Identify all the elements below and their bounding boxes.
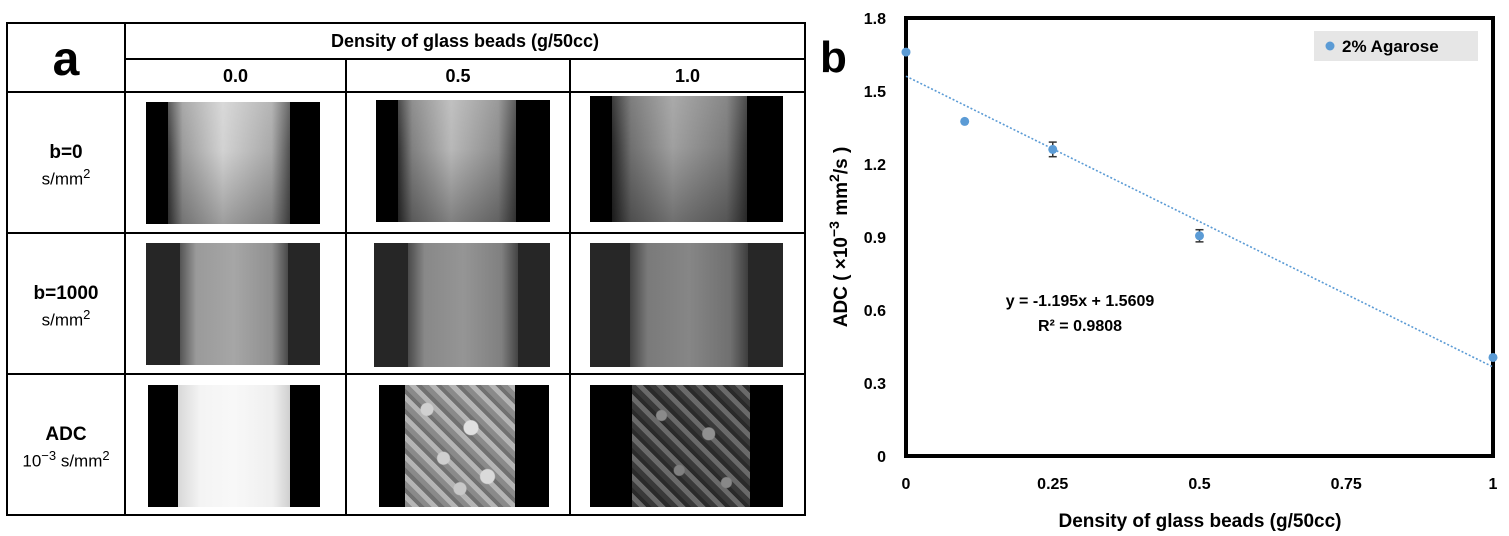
row-label-b0: b=0 s/mm2	[8, 142, 124, 190]
unit-text: s/mm	[56, 451, 103, 471]
y-tick-label: 0	[877, 449, 886, 466]
data-point	[901, 47, 911, 57]
row-label-b1000: b=1000 s/mm2	[8, 283, 124, 331]
row-label-main: ADC	[45, 424, 87, 445]
mri-image-adc-d10	[590, 385, 783, 507]
legend-marker	[1325, 41, 1335, 51]
trend-equation: y = -1.195x + 1.5609	[1006, 293, 1155, 310]
unit-text: s/mm	[41, 310, 84, 330]
trend-r-squared: R² = 0.9808	[1038, 318, 1122, 335]
mri-image-b0-d05	[376, 100, 550, 222]
y-tick-label: 0.6	[864, 303, 886, 320]
x-tick-label: 1	[1489, 476, 1498, 493]
mri-image-b0-d0	[146, 102, 320, 224]
legend-box	[1314, 31, 1478, 61]
unit-prefix: 10	[22, 451, 42, 471]
row-label-adc: ADC 10−3 s/mm2	[8, 424, 124, 472]
x-tick-label: 0.75	[1331, 476, 1362, 493]
y-axis-title-mid: mm	[831, 182, 852, 221]
grid-line-horizontal	[8, 232, 804, 234]
data-points	[901, 47, 1498, 362]
panel-a-letter: a	[52, 33, 80, 86]
x-tick-label: 0.5	[1188, 476, 1210, 493]
grid-line-vertical	[569, 59, 571, 514]
y-tick-label: 0.3	[864, 376, 886, 393]
data-point	[1195, 231, 1204, 241]
panel-b-letter: b	[820, 33, 847, 82]
data-point	[960, 116, 970, 126]
legend-label: 2% Agarose	[1342, 37, 1439, 56]
unit-sup: 2	[83, 307, 91, 322]
row-label-main: b=1000	[33, 283, 99, 304]
row-label-main: b=0	[49, 142, 83, 163]
y-tick-label: 1.2	[864, 157, 886, 174]
column-header: 1.0	[674, 66, 701, 86]
column-group-header: Density of glass beads (g/50cc)	[330, 31, 600, 51]
trendline	[905, 75, 1494, 368]
row-label-unit: 10−3 s/mm2	[8, 448, 124, 472]
x-tick-label: 0.25	[1037, 476, 1068, 493]
mri-image-b1000-d0	[146, 243, 320, 365]
y-tick-label: 1.8	[864, 11, 886, 28]
legend: 2% Agarose	[1314, 31, 1478, 61]
grid-line-horizontal	[8, 373, 804, 375]
row-label-unit: s/mm2	[8, 307, 124, 331]
y-axis-title-sup: 2	[826, 174, 842, 182]
mri-image-b1000-d05	[374, 243, 550, 367]
unit-sup: 2	[83, 166, 91, 181]
grid-line-vertical	[124, 24, 126, 514]
column-header: 0.0	[222, 66, 249, 86]
y-axis-title-suffix: /s )	[831, 147, 852, 174]
mri-image-adc-d0	[148, 385, 320, 507]
row-label-unit: s/mm2	[8, 166, 124, 190]
column-header: 0.5	[445, 66, 471, 86]
adc-scatter-chart: b 0 0.3 0.6 0.9 1.2 1.5 1.8 0 0.25 0.5 0.75 1 2% A…	[820, 11, 1498, 532]
trendline-path	[905, 75, 1494, 368]
data-point	[1048, 144, 1058, 154]
y-axis-title-prefix: ADC ( ×10	[831, 237, 852, 327]
y-tick-label: 1.5	[864, 84, 886, 101]
y-axis-ticks: 0 0.3 0.6 0.9 1.2 1.5 1.8	[864, 11, 886, 466]
grid-line-vertical	[345, 59, 347, 514]
image-table: a Density of glass beads (g/50cc) 0.0 0.…	[6, 22, 806, 516]
y-tick-label: 0.9	[864, 230, 886, 247]
mri-image-adc-d05	[379, 385, 549, 507]
y-axis-title-sup: −3	[826, 221, 842, 237]
unit-sup: 2	[102, 448, 110, 463]
unit-prefix-sup: −3	[41, 448, 57, 463]
x-axis-title: Density of glass beads (g/50cc)	[1059, 511, 1342, 532]
x-axis-ticks: 0 0.25 0.5 0.75 1	[902, 476, 1498, 493]
mri-image-b0-d10	[590, 96, 783, 222]
x-tick-label: 0	[902, 476, 911, 493]
y-axis-title: ADC ( ×10−3 mm2/s )	[826, 147, 852, 328]
grid-line-horizontal	[8, 91, 804, 93]
mri-image-b1000-d10	[590, 243, 783, 367]
unit-text: s/mm	[41, 169, 84, 189]
data-point	[1488, 352, 1498, 362]
grid-line-horizontal	[124, 58, 804, 60]
